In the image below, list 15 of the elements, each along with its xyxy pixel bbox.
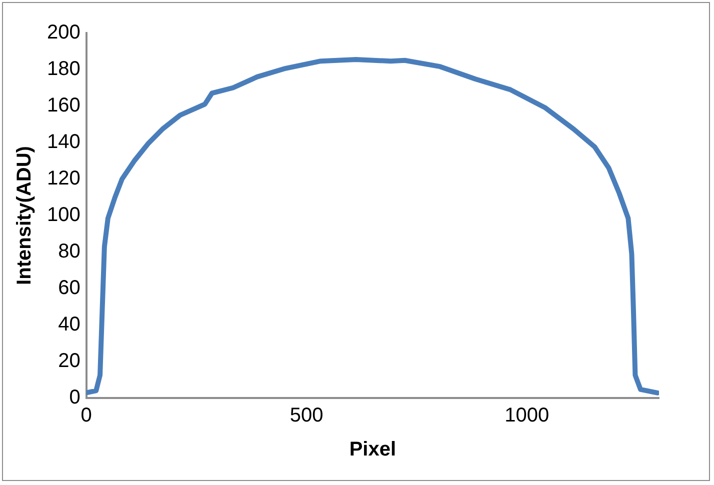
- y-tick-label: 80: [58, 240, 80, 263]
- y-tick-label: 60: [58, 277, 80, 300]
- x-tick-label: 1000: [504, 404, 550, 427]
- y-tick-label: 200: [46, 22, 80, 44]
- x-tick-label: 500: [290, 404, 324, 427]
- y-tick-label: 180: [46, 58, 80, 80]
- y-tick-label: 160: [46, 94, 80, 117]
- y-tick-label: 20: [58, 350, 80, 372]
- y-tick-label: 120: [46, 168, 80, 190]
- y-axis-title: Intensity(ADU): [14, 146, 36, 285]
- x-axis-title: Pixel: [349, 438, 396, 461]
- y-tick-label: 100: [46, 204, 80, 226]
- y-tick-label: 40: [58, 314, 80, 336]
- y-tick-label: 0: [69, 386, 80, 409]
- y-tick-label: 140: [46, 131, 80, 154]
